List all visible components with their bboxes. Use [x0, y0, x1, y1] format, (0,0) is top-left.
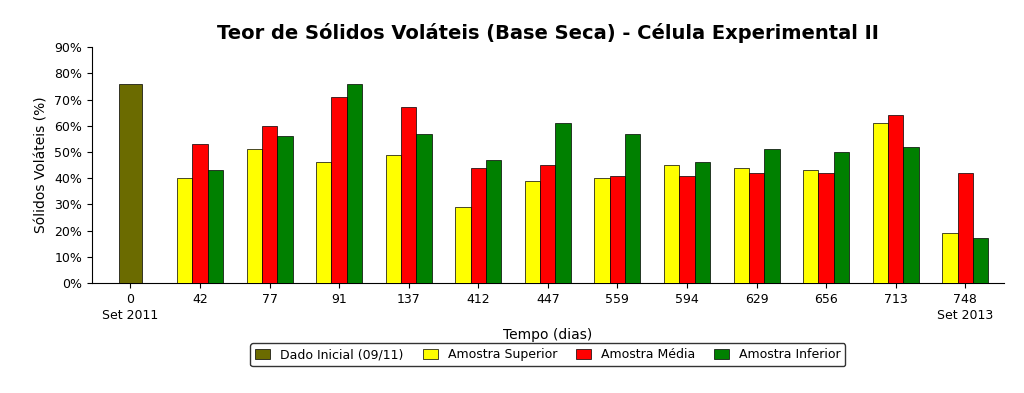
Bar	[247, 149, 262, 283]
Bar	[957, 173, 973, 283]
Bar	[278, 136, 293, 283]
Bar	[541, 165, 555, 283]
Bar	[119, 84, 142, 283]
Bar	[208, 170, 223, 283]
Bar	[872, 123, 888, 283]
Bar	[347, 84, 362, 283]
Bar	[664, 165, 679, 283]
Text: Set 2013: Set 2013	[937, 309, 993, 322]
Bar	[262, 126, 278, 283]
Bar	[555, 123, 570, 283]
Bar	[818, 173, 834, 283]
Bar	[316, 162, 332, 283]
Bar	[733, 168, 749, 283]
Bar	[942, 233, 957, 283]
Bar	[193, 144, 208, 283]
Bar	[595, 178, 609, 283]
Text: Set 2011: Set 2011	[102, 309, 159, 322]
Bar	[764, 149, 779, 283]
Y-axis label: Sólidos Voláteis (%): Sólidos Voláteis (%)	[35, 97, 49, 233]
Bar	[749, 173, 764, 283]
Bar	[417, 134, 432, 283]
Bar	[888, 115, 903, 283]
Bar	[679, 176, 694, 283]
Bar	[471, 168, 486, 283]
Bar	[834, 152, 849, 283]
Bar	[609, 176, 625, 283]
Bar	[525, 181, 541, 283]
Bar	[332, 97, 347, 283]
Bar	[903, 147, 919, 283]
Bar	[386, 154, 401, 283]
X-axis label: Tempo (dias): Tempo (dias)	[503, 328, 593, 342]
Bar	[486, 160, 501, 283]
Bar	[694, 162, 710, 283]
Bar	[973, 239, 988, 283]
Bar	[456, 207, 471, 283]
Bar	[401, 107, 417, 283]
Bar	[803, 170, 818, 283]
Bar	[625, 134, 640, 283]
Legend: Dado Inicial (09/11), Amostra Superior, Amostra Média, Amostra Inferior: Dado Inicial (09/11), Amostra Superior, …	[251, 343, 845, 366]
Bar	[177, 178, 193, 283]
Title: Teor de Sólidos Voláteis (Base Seca) - Célula Experimental II: Teor de Sólidos Voláteis (Base Seca) - C…	[217, 23, 879, 43]
